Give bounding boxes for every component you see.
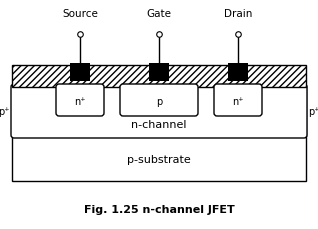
Text: Source: Source <box>62 9 98 19</box>
Bar <box>70 64 90 82</box>
Text: n⁺: n⁺ <box>232 97 244 106</box>
Text: p⁺: p⁺ <box>0 106 10 117</box>
Text: n-channel: n-channel <box>131 120 187 129</box>
FancyBboxPatch shape <box>56 85 104 117</box>
Bar <box>149 64 169 82</box>
FancyBboxPatch shape <box>11 85 307 138</box>
Text: p⁺: p⁺ <box>308 106 318 117</box>
Text: Drain: Drain <box>224 9 252 19</box>
FancyBboxPatch shape <box>214 85 262 117</box>
Bar <box>228 64 248 82</box>
Text: p: p <box>156 97 162 106</box>
Text: Fig. 1.25 n-channel JFET: Fig. 1.25 n-channel JFET <box>84 204 234 214</box>
Text: n⁺: n⁺ <box>74 97 86 106</box>
FancyBboxPatch shape <box>120 85 198 117</box>
Text: p-substrate: p-substrate <box>127 154 191 164</box>
Text: Gate: Gate <box>147 9 171 19</box>
Bar <box>12 66 306 88</box>
Bar <box>12 87 306 181</box>
